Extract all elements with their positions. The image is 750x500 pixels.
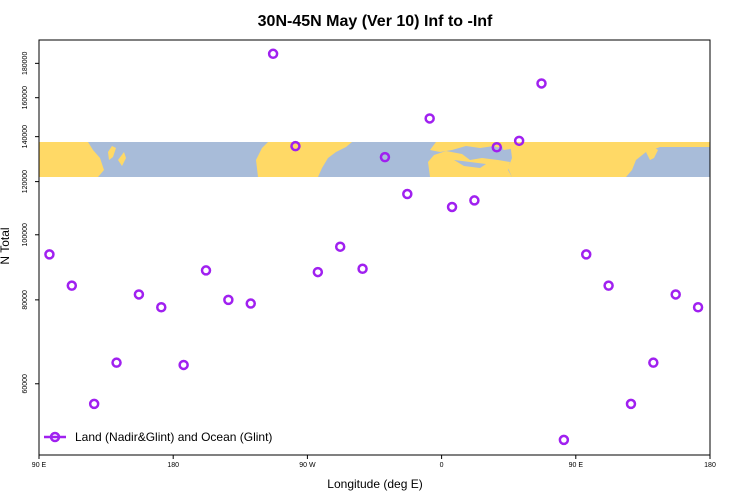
data-point <box>178 359 189 371</box>
data-points <box>44 48 704 446</box>
data-point <box>88 398 100 410</box>
y-axis-label: N Total <box>0 227 12 264</box>
data-point <box>558 434 570 446</box>
data-point <box>625 398 637 410</box>
data-point <box>290 140 301 152</box>
data-point <box>648 357 659 368</box>
y-tick-label: 160000 <box>22 86 29 109</box>
data-point <box>446 201 458 213</box>
y-tick-label: 80000 <box>22 290 29 310</box>
data-point <box>469 195 480 206</box>
data-point <box>111 357 122 368</box>
x-tick-label: 180 <box>704 462 716 469</box>
y-tick-label: 140000 <box>22 125 29 148</box>
data-point <box>44 249 55 260</box>
data-point <box>424 113 435 124</box>
data-point <box>267 48 279 60</box>
y-tick-label: 120000 <box>22 170 29 193</box>
y-tick-label: 60000 <box>22 374 29 394</box>
data-point <box>312 266 324 278</box>
y-tick-label: 180000 <box>22 52 29 75</box>
data-point <box>580 249 592 260</box>
data-point <box>670 289 681 300</box>
chart-title: 30N-45N May (Ver 10) Inf to -Inf <box>258 13 493 30</box>
data-point <box>513 135 525 147</box>
data-point <box>692 302 704 313</box>
data-point <box>223 294 234 306</box>
data-point <box>491 142 503 153</box>
data-point <box>357 263 368 275</box>
data-point <box>379 151 391 163</box>
x-tick-label: 90 E <box>32 462 47 469</box>
data-point <box>156 302 167 313</box>
data-point <box>603 280 614 291</box>
data-point <box>536 78 547 89</box>
y-axis: 60000 80000 100000 120000 140000 160000 180000 <box>22 52 39 394</box>
legend: Land (Nadir&Glint) and Ocean (Glint) <box>44 430 272 444</box>
x-tick-label: 180 <box>167 462 179 469</box>
x-tick-label: 0 <box>440 462 444 469</box>
world-map-strip <box>39 142 710 177</box>
x-axis-label: Longitude (deg E) <box>327 477 422 491</box>
data-point <box>334 241 346 252</box>
x-tick-label: 90 W <box>299 462 316 469</box>
legend-label: Land (Nadir&Glint) and Ocean (Glint) <box>75 430 272 444</box>
data-point <box>133 289 145 300</box>
data-point <box>66 280 78 291</box>
data-point <box>200 265 212 276</box>
y-tick-label: 100000 <box>22 223 29 246</box>
data-point <box>402 188 413 200</box>
legend-marker <box>49 431 61 443</box>
plot-frame <box>38 39 711 456</box>
x-axis: 90 E 180 90 W 0 90 E 180 <box>32 455 716 469</box>
x-tick-label: 90 E <box>569 462 584 469</box>
data-point <box>245 298 256 309</box>
